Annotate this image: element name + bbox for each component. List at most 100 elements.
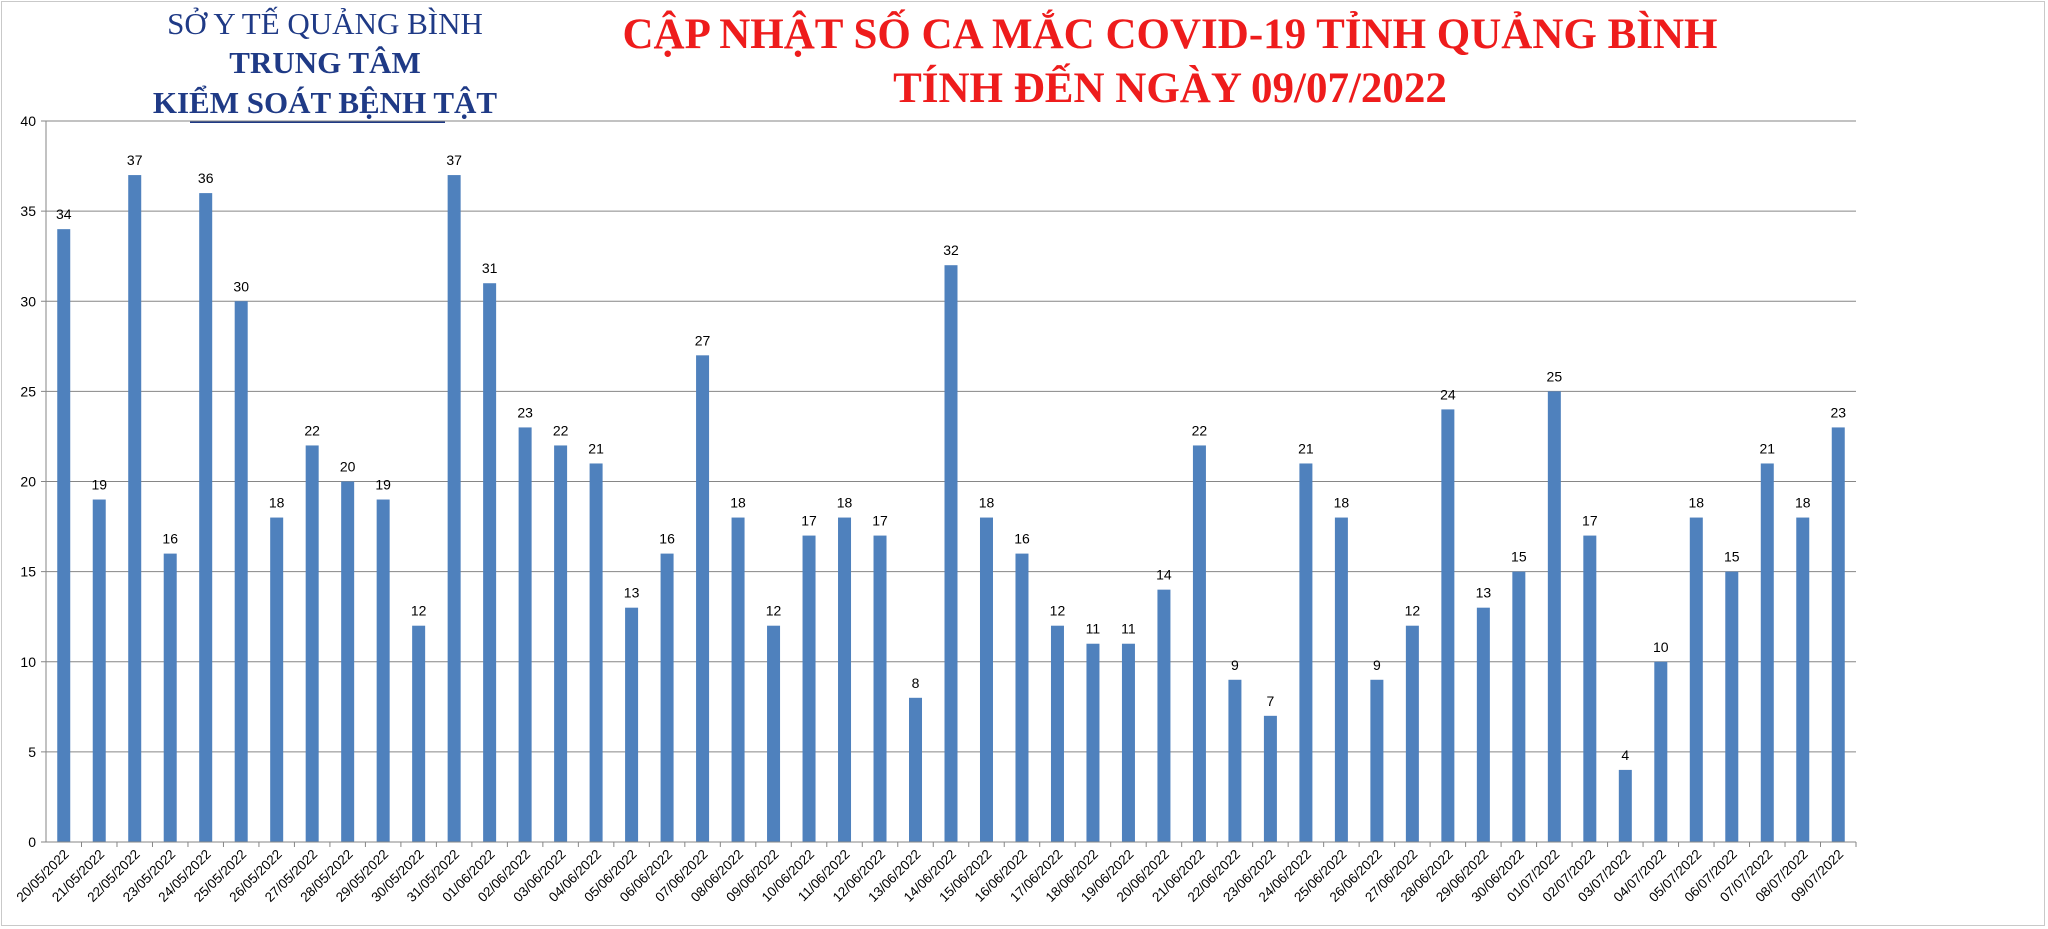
bar — [1157, 589, 1171, 842]
bar — [1050, 625, 1064, 842]
bar — [447, 175, 461, 842]
data-labels: 34 19 37 16 36 30 18 22 20 19 12 37 31 23 22 21 13 16 27 18… — [56, 152, 1846, 763]
title-line-1: CẬP NHẬT SỐ CA MẮC COVID-19 TỈNH QUẢNG B… — [622, 11, 1718, 58]
data-label: 18 — [269, 495, 285, 511]
data-label: 7 — [1267, 693, 1275, 709]
bar — [1370, 679, 1384, 842]
data-label: 23 — [1830, 404, 1846, 420]
bar — [1547, 391, 1561, 842]
bar — [1689, 517, 1703, 842]
bar — [1299, 463, 1313, 842]
data-label: 30 — [233, 278, 249, 294]
bar — [270, 517, 284, 842]
bar — [625, 607, 639, 842]
chart-title: CẬP NHẬT SỐ CA MẮC COVID-19 TỈNH QUẢNG B… — [560, 8, 1780, 116]
bar — [1476, 607, 1490, 842]
bar — [1760, 463, 1774, 842]
bar — [731, 517, 745, 842]
data-label: 15 — [1511, 549, 1527, 565]
data-label: 16 — [659, 531, 675, 547]
data-label: 18 — [1334, 495, 1350, 511]
bar — [92, 499, 106, 842]
data-label: 22 — [304, 422, 320, 438]
bar — [1654, 661, 1668, 842]
bar — [944, 265, 958, 842]
bar — [1192, 445, 1206, 842]
bar — [376, 499, 390, 842]
y-tick-label: 35 — [20, 203, 36, 219]
bar — [979, 517, 993, 842]
bar — [128, 175, 142, 842]
org-underline — [190, 121, 445, 123]
data-label: 32 — [943, 242, 959, 258]
data-label: 31 — [482, 260, 498, 276]
data-label: 27 — [695, 332, 711, 348]
bar — [873, 535, 887, 842]
bar — [1512, 571, 1526, 842]
data-label: 9 — [1373, 657, 1381, 673]
data-label: 19 — [91, 477, 107, 493]
y-tick-label: 20 — [20, 474, 36, 490]
bar — [1583, 535, 1597, 842]
bar — [1796, 517, 1810, 842]
data-label: 25 — [1547, 368, 1563, 384]
y-tick-label: 10 — [20, 654, 36, 670]
data-label: 17 — [801, 513, 817, 529]
bar — [1228, 679, 1242, 842]
org-line-2: TRUNG TÂM — [229, 45, 421, 80]
y-tick-label: 5 — [28, 744, 36, 760]
bar — [1725, 571, 1739, 842]
bar — [1831, 427, 1845, 842]
bar — [1086, 643, 1100, 842]
y-tick-label: 40 — [20, 113, 36, 129]
bars — [57, 175, 1845, 843]
title-line-2: TÍNH ĐẾN NGÀY 09/07/2022 — [893, 65, 1447, 112]
data-label: 20 — [340, 459, 356, 475]
bar — [767, 625, 781, 842]
bar — [305, 445, 319, 842]
data-label: 16 — [162, 531, 178, 547]
bar — [483, 283, 497, 843]
data-label: 18 — [979, 495, 995, 511]
data-label: 9 — [1231, 657, 1239, 673]
data-label: 18 — [837, 495, 853, 511]
data-label: 17 — [872, 513, 888, 529]
y-tick-label: 30 — [20, 293, 36, 309]
data-label: 21 — [1759, 440, 1775, 456]
bar — [802, 535, 816, 842]
bar — [412, 625, 426, 842]
data-label: 24 — [1440, 386, 1456, 402]
data-label: 22 — [1192, 422, 1208, 438]
bar — [554, 445, 568, 842]
bar — [1121, 643, 1135, 842]
org-line-3: KIỂM SOÁT BỆNH TẬT — [152, 85, 498, 120]
y-axis: 0 5 10 15 20 25 30 35 40 — [20, 113, 47, 850]
data-label: 18 — [1689, 495, 1705, 511]
data-label: 18 — [1795, 495, 1811, 511]
data-label: 13 — [624, 585, 640, 601]
bar — [838, 517, 852, 842]
y-tick-label: 15 — [20, 564, 36, 580]
data-label: 8 — [912, 675, 920, 691]
data-label: 37 — [127, 152, 143, 168]
bar — [57, 229, 71, 842]
bar — [163, 553, 177, 842]
bar — [1441, 409, 1455, 842]
data-label: 14 — [1156, 567, 1172, 583]
y-tick-label: 0 — [28, 834, 36, 850]
data-label: 15 — [1724, 549, 1740, 565]
bar — [1334, 517, 1348, 842]
data-label: 36 — [198, 170, 214, 186]
data-label: 11 — [1086, 621, 1101, 637]
data-label: 21 — [1298, 440, 1314, 456]
bar — [1015, 553, 1029, 842]
data-label: 23 — [517, 404, 533, 420]
bar — [199, 193, 213, 843]
bar — [589, 463, 603, 842]
data-label: 22 — [553, 422, 569, 438]
data-label: 10 — [1653, 639, 1669, 655]
x-axis: 20/05/202221/05/202222/05/202223/05/2022… — [13, 841, 1857, 905]
bar — [234, 301, 248, 842]
data-label: 4 — [1621, 747, 1629, 763]
